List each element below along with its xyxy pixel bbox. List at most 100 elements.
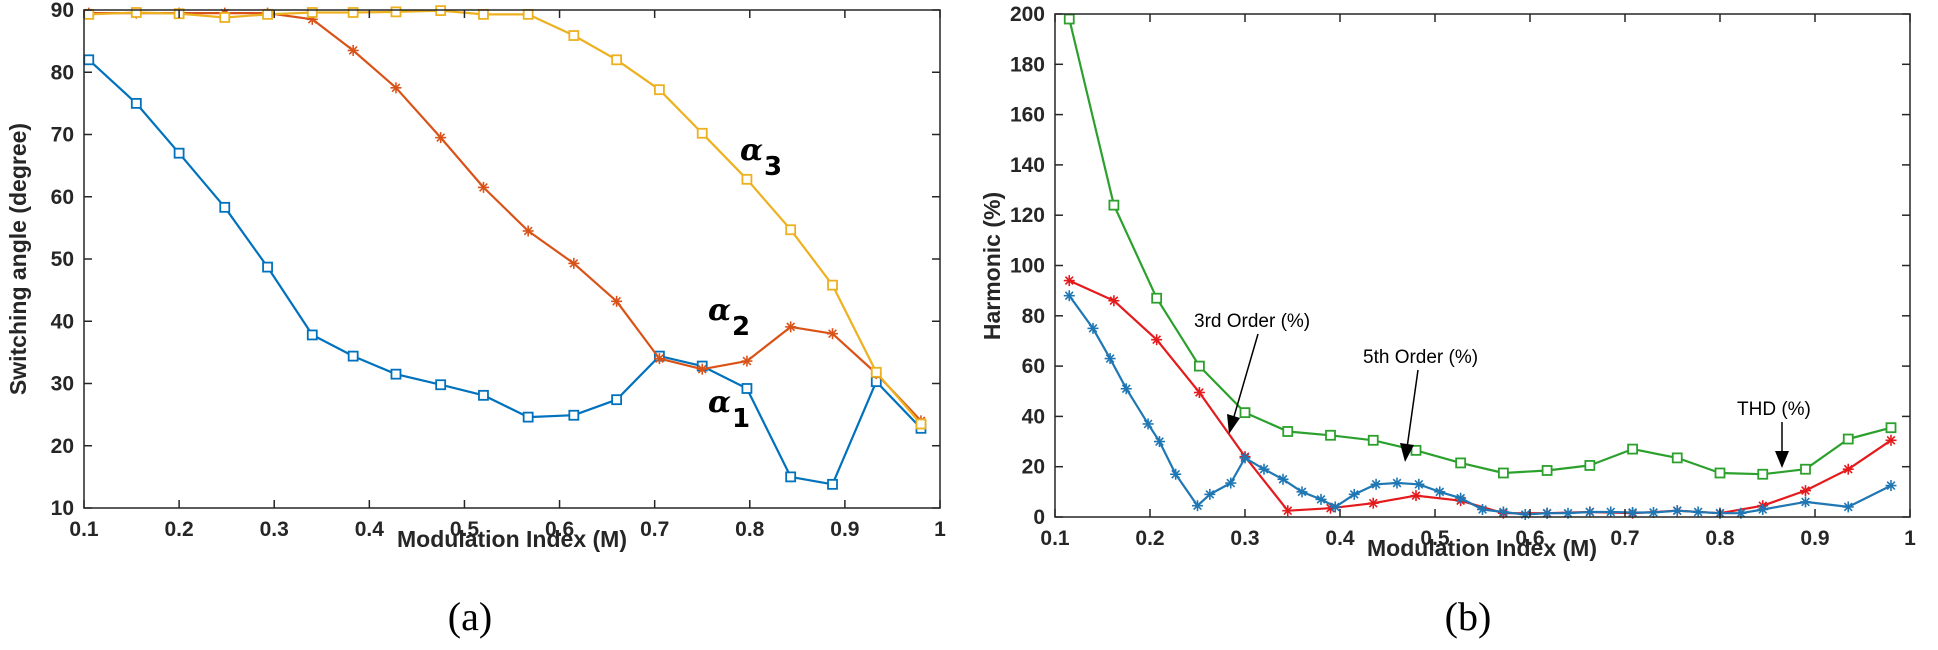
- panel-b-data-point: [1842, 501, 1854, 513]
- panel-b-ylabel: Harmonic (%): [979, 192, 1005, 340]
- panel-b-caption: (b): [1445, 594, 1492, 639]
- panel-a-data-point: [522, 411, 534, 423]
- panel-b-data-point: [1562, 507, 1574, 519]
- panel-b: 0.1 0.2 0.3 0.4 0.5 0.6 0.7 0.8 0.9 1 0 20 40 60 80 100…: [979, 3, 1916, 639]
- annotation-thd: THD (%): [1737, 399, 1811, 468]
- panel-b-data-point: [1170, 468, 1182, 480]
- panel-b-xtick-label: 0.8: [1705, 527, 1735, 550]
- panel-b-xlabel: Modulation Index (M): [1367, 535, 1597, 561]
- panel-b-data-point: [1605, 506, 1617, 518]
- panel-a-data-point: [568, 409, 580, 421]
- panel-a-data-point: [390, 6, 402, 18]
- panel-a-xtick-label: 0.6: [545, 518, 574, 541]
- panel-b-ytick-label: 40: [1022, 405, 1045, 428]
- panel-b-series-5th-order: [1063, 290, 1897, 520]
- panel-a-series-line-1: [88, 58, 922, 486]
- panel-b-ytick-label: 80: [1022, 305, 1045, 328]
- panel-a-plot-area: [83, 5, 927, 490]
- panel-b-data-point: [1258, 463, 1270, 475]
- panel-a-data-point: [262, 8, 273, 20]
- panel-a-xtick-label: 0.8: [735, 518, 765, 541]
- panel-b-ytick-label: 200: [1010, 3, 1045, 26]
- panel-b-series-line-thd: [1068, 18, 1892, 476]
- panel-b-data-point: [1757, 503, 1769, 515]
- alpha1-subscript: 1: [732, 404, 750, 434]
- panel-a-xtick-label: 0.7: [640, 518, 669, 541]
- panel-b-data-point: [1154, 436, 1165, 448]
- panel-b-data-point: [1325, 429, 1336, 441]
- panel-b-ytick-label: 160: [1010, 104, 1045, 127]
- panel-b-data-point: [1367, 434, 1379, 446]
- panel-a-ylabel: Switching angle (degree): [5, 123, 31, 395]
- panel-a-data-point: [696, 363, 708, 375]
- panel-a-data-point: [611, 295, 623, 307]
- panel-b-ytick-label: 140: [1010, 154, 1045, 177]
- panel-b-data-point: [1541, 507, 1553, 519]
- panel-b-xtick-label: 1: [1904, 527, 1916, 550]
- panel-a-data-point: [827, 279, 838, 291]
- panel-a-data-point: [390, 368, 402, 380]
- panel-b-ytick-label: 20: [1022, 456, 1045, 479]
- panel-a-data-point: [478, 8, 489, 20]
- panel-a-data-point: [130, 7, 142, 18]
- panel-a-data-point: [435, 379, 447, 391]
- panel-a-data-point: [347, 44, 359, 56]
- panel-b-series-3rd-order: [1063, 275, 1897, 519]
- panel-a-data-point: [262, 261, 273, 273]
- panel-b-data-point: [1497, 506, 1509, 518]
- panel-a-data-point: [654, 84, 665, 96]
- panel-a-ticks: 0.1 0.2 0.3 0.4 0.5 0.6 0.7 0.8 0.9 1 10 20 30 40 50 60…: [51, 0, 947, 541]
- panel-a-ytick-label: 50: [51, 248, 74, 271]
- panel-a-data-point: [611, 394, 623, 406]
- annotation-3rd-order-label: 3rd Order (%): [1194, 311, 1310, 332]
- panel-a-data-point: [522, 225, 534, 237]
- panel-b-data-point: [1455, 457, 1467, 469]
- panel-b-data-point: [1410, 444, 1422, 456]
- panel-b-data-point: [1063, 275, 1075, 287]
- panel-b-data-point: [1193, 387, 1205, 399]
- panel-a-data-point: [653, 353, 665, 365]
- panel-b-data-point: [1455, 492, 1467, 504]
- alpha3-label: α 3: [740, 133, 782, 182]
- panel-b-ticks: 0.1 0.2 0.3 0.4 0.5 0.6 0.7 0.8 0.9 1 0 20 40 60 80 100…: [1010, 3, 1916, 550]
- panel-b-data-point: [1192, 500, 1203, 512]
- panel-b-data-point: [1391, 477, 1403, 489]
- panel-a-data-point: [785, 321, 797, 333]
- panel-b-plot-area: [1063, 13, 1897, 520]
- panel-b-data-point: [1108, 295, 1120, 307]
- panel-a-data-point: [696, 127, 708, 139]
- panel-b-data-point: [1087, 322, 1099, 334]
- annotation-3rd-order-arrowhead: [1227, 414, 1240, 434]
- alpha3-subscript: 3: [764, 152, 782, 182]
- panel-a-data-point: [827, 328, 839, 340]
- panel-b-data-point: [1800, 463, 1811, 475]
- panel-b-data-point: [1120, 383, 1132, 395]
- alpha1-symbol: α: [708, 385, 731, 420]
- panel-b-xtick-label: 0.7: [1610, 527, 1639, 550]
- panel-a-data-point: [522, 8, 534, 20]
- panel-b-data-point: [1142, 418, 1154, 430]
- annotation-thd-label: THD (%): [1737, 399, 1811, 420]
- panel-b-data-point: [1063, 290, 1075, 302]
- panel-b-data-point: [1800, 485, 1811, 497]
- panel-b-data-point: [1108, 199, 1120, 211]
- panel-b-xtick-label: 0.9: [1800, 527, 1829, 550]
- panel-b-data-point: [1885, 434, 1897, 446]
- panel-a-data-point: [477, 181, 489, 193]
- panel-a-ytick-label: 70: [51, 124, 74, 147]
- panel-b-xtick-label: 0.6: [1515, 527, 1544, 550]
- panel-b-data-point: [1434, 486, 1446, 498]
- panel-a-data-point: [741, 173, 753, 185]
- panel-a-data-point: [347, 7, 359, 18]
- panel-b-data-point: [1584, 506, 1596, 518]
- panel-b-ytick-label: 60: [1022, 355, 1045, 378]
- panel-a-series-2: [83, 7, 927, 427]
- panel-a-xtick-label: 0.4: [355, 518, 385, 541]
- panel-a-data-point: [83, 54, 95, 66]
- panel-a-xtick-label: 1: [934, 518, 946, 541]
- panel-b-xtick-label: 0.5: [1420, 527, 1450, 550]
- panel-a-ytick-label: 80: [51, 61, 74, 84]
- panel-a-series-3: [83, 5, 927, 430]
- panel-a-data-point: [741, 383, 753, 394]
